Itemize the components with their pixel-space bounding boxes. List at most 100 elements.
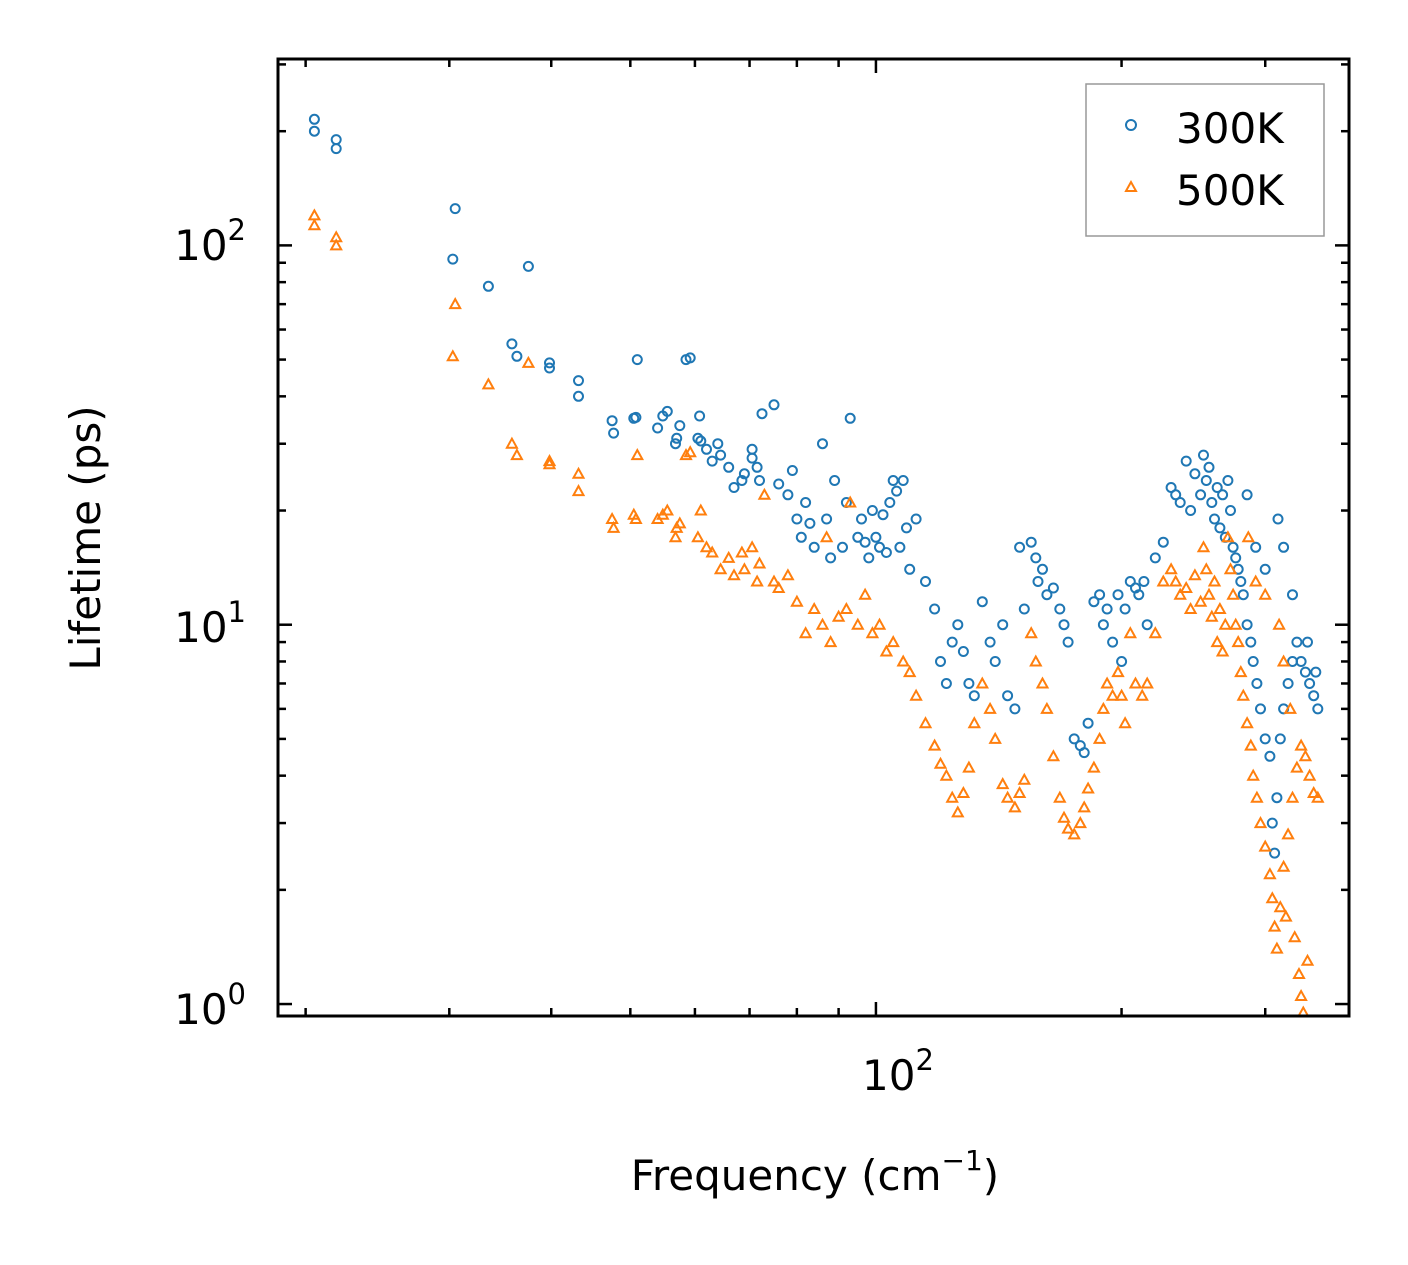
- point-300k-66: [877, 509, 889, 521]
- point-500k-113: [1202, 587, 1216, 600]
- point-300k-1: [308, 125, 320, 137]
- point-500k-74: [1000, 790, 1015, 803]
- point-300k-156: [1282, 678, 1294, 689]
- point-500k-61: [918, 716, 933, 729]
- point-300k-102: [1068, 733, 1080, 745]
- point-500k-120: [1221, 530, 1235, 543]
- point-300k-43: [768, 399, 780, 411]
- point-300k-96: [1037, 563, 1048, 575]
- point-300k-112: [1116, 656, 1128, 667]
- point-300k-27: [692, 432, 704, 444]
- point-300k-113: [1119, 603, 1131, 615]
- point-300k-74: [904, 563, 916, 575]
- point-300k-133: [1211, 482, 1223, 493]
- point-300k-21: [661, 405, 673, 417]
- point-500k-133: [1263, 867, 1277, 880]
- point-500k-10: [542, 454, 557, 467]
- point-500k-129: [1246, 768, 1260, 781]
- point-300k-94: [1030, 552, 1042, 564]
- point-500k-9: [510, 448, 524, 461]
- point-300k-44: [773, 478, 785, 490]
- point-500k-86: [1067, 827, 1081, 840]
- point-300k-154: [1274, 733, 1286, 745]
- point-300k-75: [910, 513, 922, 525]
- point-500k-36: [745, 540, 759, 553]
- point-300k-36: [736, 475, 748, 486]
- point-500k-84: [1057, 810, 1071, 823]
- point-500k-47: [819, 530, 834, 543]
- point-500k-69: [967, 716, 981, 729]
- point-500k-156: [1300, 953, 1315, 966]
- point-500k-151: [1276, 654, 1291, 667]
- point-300k-163: [1312, 703, 1324, 715]
- point-500k-132: [1258, 839, 1272, 852]
- point-300k-10: [544, 357, 555, 369]
- point-500k-18: [630, 448, 644, 461]
- point-500k-65: [945, 790, 959, 803]
- plot-layer: [307, 113, 1325, 1018]
- point-300k-13: [573, 390, 584, 402]
- point-300k-45: [782, 489, 794, 501]
- point-300k-109: [1101, 603, 1113, 615]
- point-500k-79: [1029, 654, 1043, 667]
- point-300k-138: [1225, 505, 1236, 516]
- point-300k-78: [935, 656, 946, 667]
- point-300k-50: [804, 517, 816, 529]
- point-500k-58: [896, 654, 910, 667]
- point-300k-142: [1235, 576, 1247, 587]
- point-500k-30: [705, 545, 719, 558]
- point-500k-111: [1196, 540, 1211, 553]
- point-500k-157: [1292, 966, 1306, 979]
- point-500k-104: [1164, 562, 1178, 575]
- legend: 300K 500K: [1085, 83, 1325, 237]
- point-500k-142: [1294, 738, 1308, 751]
- point-500k-59: [903, 665, 917, 678]
- point-500k-62: [927, 738, 942, 751]
- point-500k-11: [542, 457, 557, 470]
- point-500k-66: [951, 805, 965, 818]
- point-500k-121: [1223, 562, 1238, 575]
- point-300k-47: [791, 513, 803, 525]
- point-500k-87: [1073, 816, 1087, 829]
- point-300k-169: [1287, 589, 1298, 601]
- point-300k-8: [506, 338, 518, 350]
- point-300k-33: [712, 438, 724, 450]
- point-300k-29: [695, 435, 707, 447]
- point-500k-53: [858, 587, 872, 600]
- point-300k-125: [1185, 505, 1197, 516]
- point-500k-106: [1173, 587, 1187, 600]
- point-300k-18: [631, 354, 643, 366]
- x-axis-label: Frequency (cm−1): [631, 1144, 999, 1200]
- point-300k-108: [1097, 619, 1109, 631]
- point-300k-14: [606, 415, 618, 427]
- point-500k-137: [1273, 900, 1287, 913]
- point-300k-120: [1157, 536, 1169, 548]
- point-500k-34: [735, 545, 749, 558]
- point-300k-32: [715, 449, 727, 461]
- point-300k-170: [1302, 636, 1313, 648]
- point-300k-38: [746, 452, 758, 464]
- point-500k-77: [1017, 772, 1031, 785]
- point-500k-27: [691, 530, 705, 543]
- point-300k-106: [1088, 596, 1100, 608]
- point-500k-6: [481, 377, 496, 390]
- point-300k-46: [786, 465, 798, 476]
- point-500k-52: [851, 617, 865, 630]
- point-300k-23: [671, 432, 683, 444]
- point-500k-125: [1234, 665, 1248, 678]
- point-500k-63: [933, 756, 948, 769]
- point-500k-117: [1213, 601, 1227, 614]
- point-300k-100: [1058, 619, 1070, 631]
- point-300k-148: [1255, 703, 1266, 715]
- point-300k-35: [728, 482, 740, 493]
- point-500k-57: [886, 635, 900, 648]
- point-500k-25: [679, 448, 693, 461]
- point-500k-144: [1302, 768, 1317, 781]
- point-300k-12: [573, 375, 584, 387]
- point-500k-49: [831, 609, 846, 622]
- point-300k-101: [1062, 636, 1074, 648]
- point-300k-30: [701, 443, 712, 455]
- point-500k-64: [939, 768, 954, 781]
- point-300k-54: [825, 552, 837, 564]
- point-500k-122: [1226, 587, 1240, 600]
